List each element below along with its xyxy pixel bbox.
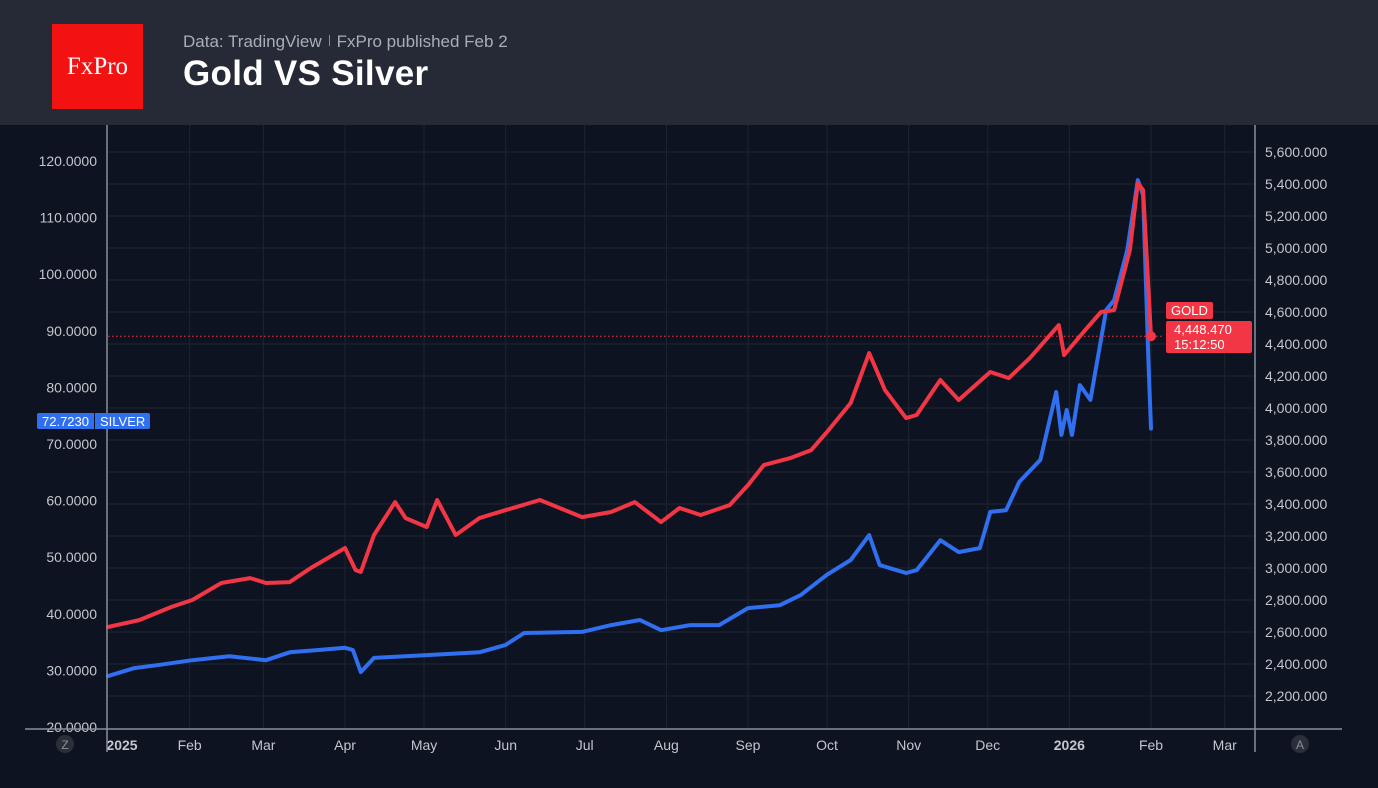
right-axis-tick-label: 2,400.000 [1265,656,1327,672]
x-axis-tick-label: Feb [178,737,202,753]
silver-last-value: 72.7230 [37,413,94,429]
right-axis-tick-label: 4,000.000 [1265,400,1327,416]
logo-text: FxPro [66,52,129,80]
right-axis-tick-label: 4,800.000 [1265,272,1327,288]
gold-last-value: 4,448.470 [1174,322,1232,337]
x-axis-tick-label: 2025 [106,737,137,753]
x-axis-tick-label: Nov [896,737,921,753]
grid [108,125,1255,729]
right-axis-tick-label: 3,800.000 [1265,432,1327,448]
zoom-button[interactable] [56,735,74,753]
right-axis-tick-label: 5,200.000 [1265,208,1327,224]
right-axis-tick-label: 3,200.000 [1265,528,1327,544]
silver-line [106,178,1153,679]
axes: 2,200.000 2,400.000 2,600.000 2,800.000 3,00… [25,125,1342,753]
published-date: FxPro published Feb 2 [336,32,508,51]
zoom-button-label[interactable]: Z [61,738,68,752]
right-axis-tick-label: 3,400.000 [1265,496,1327,512]
right-axis-tick-label: 4,200.000 [1265,368,1327,384]
right-axis-tick-label: 4,600.000 [1265,304,1327,320]
gold-countdown: 15:12:50 [1174,337,1225,352]
x-axis-tick-label: Dec [975,737,1000,753]
right-axis-tick-label: 3,000.000 [1265,560,1327,576]
silver-price-tag: 72.7230 SILVER [37,413,151,429]
x-axis-tick-label: Mar [251,737,275,753]
x-axis-tick-label: Mar [1213,737,1237,753]
right-axis-tick-label: 2,600.000 [1265,624,1327,640]
right-axis-tick-label: 4,400.000 [1265,336,1327,352]
x-axis-tick-label: Aug [654,737,679,753]
left-axis-tick-label: 90.0000 [46,323,97,339]
x-axis-tick-label: Feb [1139,737,1163,753]
left-axis-tick-label: 20.0000 [46,719,97,735]
left-axis-tick-label: 100.0000 [39,266,98,282]
series-layer [106,178,1164,679]
subtitle: Data: TradingView FxPro published Feb 2 [183,32,508,52]
gold-last-point [1146,331,1156,342]
x-axis-tick-label: Apr [334,737,356,753]
gold-price-tag: 4,448.470 15:12:50 [1166,321,1252,353]
x-axis-tick-label: Jul [576,737,594,753]
gold-label-tag: GOLD [1166,302,1213,319]
left-axis-tick-label: 50.0000 [46,549,97,565]
left-axis-tick-label: 60.0000 [46,493,97,509]
left-axis-tick-label: 110.0000 [40,210,98,226]
x-axis-tick-label: 2026 [1054,737,1085,753]
x-axis-tick-label: Jun [494,737,517,753]
separator [328,35,330,46]
left-axis-tick-label: 120.0000 [39,153,98,169]
page-title: Gold VS Silver [183,54,429,93]
right-axis-tick-label: 5,000.000 [1265,240,1327,256]
auto-scale-button[interactable] [1291,735,1309,753]
right-axis-tick-label: 2,800.000 [1265,592,1327,608]
x-axis-tick-label: Sep [736,737,761,753]
fxpro-logo: FxPro [52,24,143,109]
right-axis-tick-label: 3,600.000 [1265,464,1327,480]
right-axis-tick-label: 5,400.000 [1265,176,1327,192]
right-axis-tick-label: 5,600.000 [1265,144,1327,160]
x-axis-tick-label: Oct [816,737,838,753]
left-axis-tick-label: 40.0000 [46,606,97,622]
left-axis-tick-label: 80.0000 [46,379,97,395]
right-axis-tick-label: 2,200.000 [1265,688,1327,704]
left-axis-tick-label: 30.0000 [46,662,97,678]
silver-label: SILVER [95,413,151,429]
header: FxPro Data: TradingView FxPro published F… [0,0,1378,125]
auto-scale-button-label[interactable]: A [1296,738,1304,752]
left-axis-tick-label: 70.0000 [46,436,97,452]
x-axis-tick-label: May [411,737,437,753]
gold-line [106,181,1153,629]
data-source: Data: TradingView [183,32,322,51]
